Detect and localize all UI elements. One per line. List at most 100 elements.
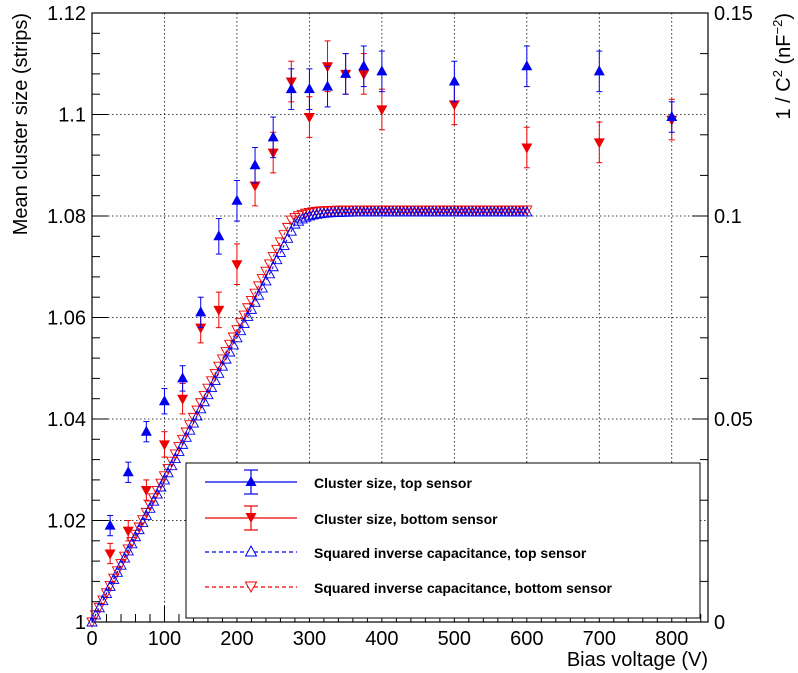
cluster-point-bottom: [231, 260, 243, 271]
capacitance-point-top: [173, 445, 185, 456]
capacitance-point-top: [274, 246, 287, 257]
cluster-point-top: [448, 75, 460, 86]
capacitance-point-top: [187, 417, 200, 428]
cluster-point-top: [593, 65, 605, 76]
y2-axis-label: 1 / C2 (nF−2): [770, 13, 795, 120]
capacitance-point-bottom: [521, 205, 533, 216]
capacitance-point-top: [310, 208, 323, 219]
capacitance-point-bottom: [223, 339, 236, 351]
cluster-point-bottom: [448, 100, 460, 111]
cluster-point-top: [104, 519, 116, 530]
legend: Cluster size, top sensor Cluster size, b…: [185, 462, 701, 619]
x-tick-label: 500: [438, 628, 471, 650]
capacitance-point-top: [158, 473, 171, 485]
capacitance-point-top: [256, 282, 269, 293]
x-tick-label: 200: [220, 628, 253, 650]
capacitance-point-top: [249, 296, 261, 307]
legend-label: Cluster size, bottom sensor: [314, 511, 498, 527]
capacitance-point-bottom: [238, 310, 250, 321]
y-tick-label: 1.06: [47, 308, 86, 330]
capacitance-point-top: [194, 402, 207, 414]
capacitance-point-top: [216, 360, 229, 371]
legend-entry-capacitance-bottom: Squared inverse capacitance, bottom sens…: [205, 580, 613, 596]
capacitance-point-top: [296, 213, 308, 224]
capacitance-point-bottom: [140, 507, 153, 519]
y-tick-label: 1: [75, 612, 86, 634]
y2-tick-label: 0: [714, 612, 725, 634]
legend-box: [185, 462, 701, 619]
legend-marker-triangle-up-open: [244, 544, 258, 557]
capacitance-point-bottom: [158, 471, 171, 482]
x-tick-label: 700: [583, 628, 616, 650]
capacitance-point-top: [278, 239, 290, 250]
capacitance-point-bottom: [173, 442, 185, 453]
capacitance-point-top: [115, 559, 127, 570]
capacitance-point-top: [118, 552, 131, 563]
capacitance-point-bottom: [194, 398, 207, 409]
y-tick-label: 1.04: [47, 409, 86, 431]
capacitance-point-bottom: [205, 376, 218, 387]
capacitance-point-top: [231, 331, 243, 343]
legend-marker-triangle-down-filled: [245, 513, 257, 523]
capacitance-point-bottom: [191, 405, 203, 416]
x-tick-label: 800: [655, 628, 688, 650]
cluster-point-top: [231, 194, 243, 205]
capacitance-point-top: [223, 346, 236, 357]
capacitance-point-top: [140, 509, 153, 520]
capacitance-point-bottom: [227, 332, 240, 343]
capacitance-point-top: [307, 209, 319, 220]
capacitance-point-top: [97, 594, 109, 606]
capacitance-point-bottom: [245, 295, 258, 307]
x-tick-label: 300: [293, 628, 326, 650]
y-tick-label: 1.08: [47, 206, 86, 228]
capacitance-point-top: [144, 502, 156, 513]
capacitance-point-top: [155, 481, 167, 492]
capacitance-point-top: [285, 225, 298, 236]
capacitance-point-top: [122, 545, 135, 556]
capacitance-point-bottom: [231, 325, 243, 336]
capacitance-point-top: [281, 232, 294, 243]
cluster-point-top: [158, 395, 170, 406]
capacitance-point-top: [86, 616, 98, 627]
cluster-point-bottom: [376, 105, 388, 116]
cluster-point-top: [322, 80, 334, 91]
capacitance-point-bottom: [213, 361, 225, 373]
capacitance-point-bottom: [234, 317, 247, 329]
x-axis-label: Bias voltage (V): [567, 649, 708, 671]
capacitance-point-bottom: [303, 207, 316, 219]
cluster-point-bottom: [177, 394, 189, 405]
cluster-point-top: [122, 466, 134, 477]
capacitance-point-top: [289, 218, 301, 229]
capacitance-point-top: [245, 303, 258, 314]
y2-tick-label: 0.15: [714, 3, 753, 25]
capacitance-point-bottom: [136, 515, 149, 526]
capacitance-point-bottom: [256, 274, 269, 285]
capacitance-point-top: [184, 424, 196, 435]
cluster-point-top: [666, 111, 678, 122]
cluster-point-top: [303, 83, 315, 94]
capacitance-point-top: [100, 587, 113, 599]
capacitance-point-bottom: [216, 354, 229, 365]
capacitance-point-top: [267, 260, 279, 272]
capacitance-point-bottom: [252, 281, 265, 292]
capacitance-point-top: [303, 210, 316, 221]
capacitance-point-top: [147, 495, 160, 506]
legend-entry-bottom-sensor: Cluster size, bottom sensor: [205, 505, 498, 531]
y-tick-label: 1.02: [47, 511, 86, 533]
y2-tick-label: 0.05: [714, 409, 753, 431]
capacitance-point-top: [165, 459, 178, 471]
cluster-point-bottom: [122, 526, 134, 537]
capacitance-point-top: [111, 566, 124, 577]
capacitance-point-top: [300, 211, 312, 222]
capacitance-point-top: [89, 608, 102, 620]
capacitance-point-top: [136, 516, 149, 527]
capacitance-point-bottom: [249, 288, 261, 300]
capacitance-point-top: [209, 374, 221, 385]
legend-label: Cluster size, top sensor: [314, 475, 472, 491]
capacitance-point-top: [191, 410, 203, 421]
cluster-point-bottom: [249, 181, 261, 192]
capacitance-point-top: [133, 523, 145, 535]
cluster-point-bottom: [195, 323, 207, 334]
capacitance-point-top: [169, 452, 182, 464]
cluster-point-top: [177, 372, 189, 383]
